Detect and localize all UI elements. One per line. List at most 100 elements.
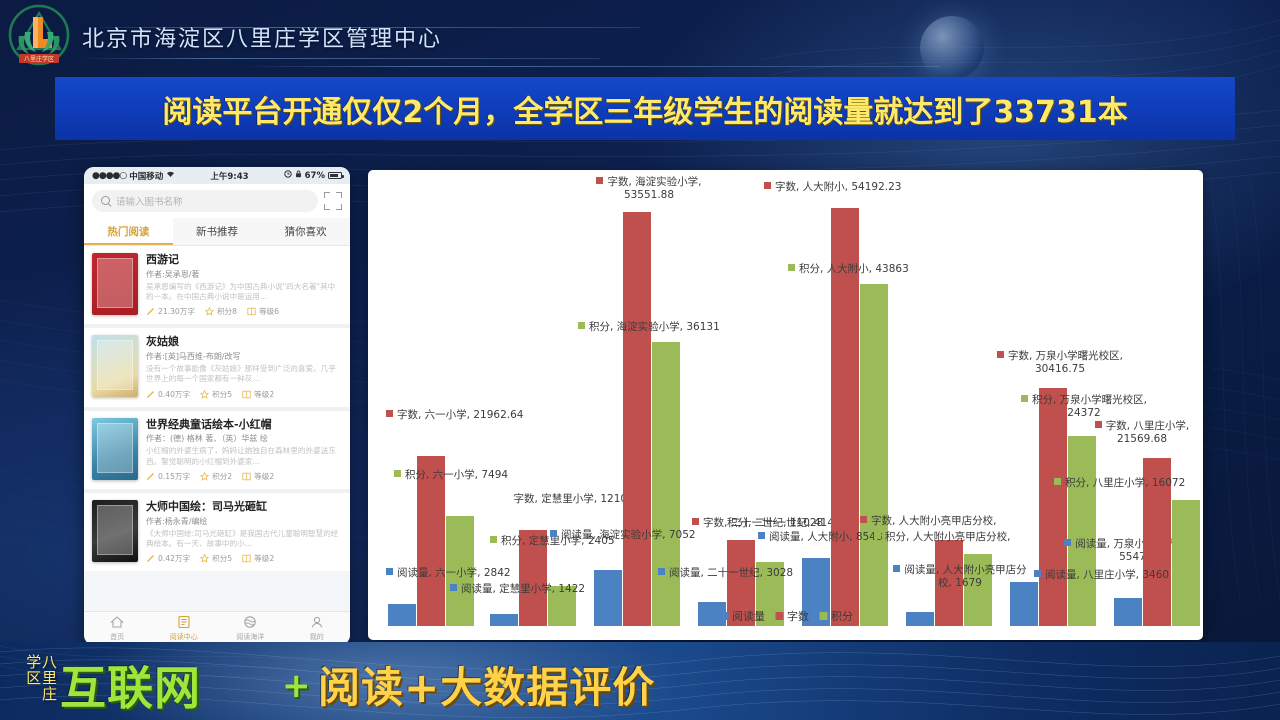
data-label-words-ershiyi-shiji: 字数, 二十一世纪, 11028 — [692, 517, 823, 530]
bar-reads[interactable] — [490, 614, 518, 626]
bar-points[interactable] — [860, 284, 888, 626]
list-item[interactable]: 世界经典童话绘本-小红帽 作者：(德) 格林 著、（英）华兹 绘 小红帽的外婆生… — [84, 410, 350, 489]
bar-words[interactable] — [1143, 458, 1171, 626]
banner-plus-label: + — [282, 666, 311, 706]
phone-tab-bar: 热门阅读 新书推荐 猜你喜欢 — [84, 218, 350, 246]
book-points: 积分5 — [199, 389, 232, 400]
chart-plot-area: 字数, 六一小学, 21962.64 积分, 六一小学, 7494 阅读量, 六… — [382, 176, 1201, 626]
data-label-reads-ershiyi-shiji: 阅读量, 二十一世纪, 3028 — [658, 567, 793, 580]
search-placeholder: 请输入图书名称 — [116, 197, 183, 208]
tab-label: 热门阅读 — [107, 226, 150, 238]
data-label-reads-renda-fuxiao: 阅读量, 人大附小, 8548 — [758, 531, 883, 544]
bar-points[interactable] — [1172, 500, 1200, 626]
pencil-icon — [146, 307, 155, 316]
list-item[interactable]: 灰姑娘 作者:[英]马西维-布朗/改写 没有一个故事能像《灰姑娘》那样受到广泛的… — [84, 328, 350, 407]
bar-reads[interactable] — [906, 612, 934, 626]
bar-words[interactable] — [519, 530, 547, 626]
phone-search-bar: 请输入图书名称 — [84, 184, 350, 218]
tab-label: 新书推荐 — [196, 226, 238, 238]
clock-label: 上午9:43 — [210, 171, 249, 182]
book-wordcount: 0.42万字 — [146, 553, 190, 564]
data-label-words-liuyi: 字数, 六一小学, 21962.64 — [386, 409, 523, 422]
book-icon — [247, 307, 256, 316]
scan-icon[interactable] — [324, 192, 342, 210]
nav-label: 我的 — [309, 633, 324, 641]
book-level: 等级6 — [247, 306, 279, 317]
bar-reads[interactable] — [1010, 582, 1038, 626]
book-author: 作者:[英]马西维-布朗/改写 — [146, 352, 241, 361]
data-label-words-balizhuang: 字数, 八里庄小学, 21569.68 — [1072, 420, 1203, 446]
data-label-points-balizhuang: 积分, 八里庄小学, 16072 — [1054, 477, 1185, 490]
legend-label: 字数 — [787, 610, 809, 623]
top-bar: 八里庄学区 北京市海淀区八里庄学区管理中心 — [0, 0, 1280, 72]
banner-background — [0, 642, 1280, 720]
book-icon — [177, 615, 191, 631]
wifi-icon — [166, 170, 175, 181]
ocean-icon — [243, 615, 257, 631]
phone-bottom-nav: 首页 阅读中心 阅读海洋 我的 — [84, 611, 350, 645]
bar-words[interactable] — [935, 540, 963, 626]
data-label-points-ershiyi-shiji: 积分, 二十一世纪, 4145 — [727, 516, 841, 529]
bar-points[interactable] — [548, 586, 576, 626]
bar-reads[interactable] — [388, 604, 416, 626]
data-label-points-wanquan-shuguang: 积分, 万泉小学曙光校区, 24372 — [1004, 394, 1164, 420]
legend-label: 阅读量 — [732, 610, 765, 623]
book-description: 没有一个故事能像《灰姑娘》那样受到广泛的喜爱。几乎世界上的每一个国家都有一种灰.… — [146, 364, 336, 384]
star-icon — [204, 306, 215, 316]
bar-words[interactable] — [623, 212, 651, 626]
bar-reads[interactable] — [594, 570, 622, 626]
legend-item-reads[interactable]: 阅读量 — [720, 608, 765, 624]
book-points: 积分8 — [204, 306, 237, 317]
pencil-icon — [146, 472, 155, 481]
bar-reads[interactable] — [1114, 598, 1142, 626]
legend-swatch-reads — [720, 612, 728, 620]
book-description: 《大师中国绘:司马光砸缸》是我国古代儿童聪明智慧的经典绘本。有一天、故事中的小.… — [146, 528, 339, 548]
data-label-reads-liuyi: 阅读量, 六一小学, 2842 — [386, 567, 511, 580]
tab-recommended[interactable]: 猜你喜欢 — [261, 218, 350, 245]
search-input[interactable]: 请输入图书名称 — [92, 190, 318, 212]
nav-label: 阅读中心 — [169, 633, 198, 641]
star-icon — [199, 389, 210, 399]
book-author: 作者：(德) 格林 著、（英）华兹 绘 — [146, 434, 268, 444]
bar-group-liangjiadian — [906, 180, 994, 626]
bar-points[interactable] — [964, 554, 992, 626]
book-level: 等级2 — [242, 553, 274, 564]
legend-item-points[interactable]: 积分 — [819, 608, 853, 624]
nav-item-reading-center[interactable]: 阅读中心 — [151, 612, 218, 645]
book-author: 作者:吴承恩/著 — [146, 269, 200, 279]
nav-item-home[interactable]: 首页 — [84, 612, 151, 645]
legend-swatch-words — [775, 612, 783, 620]
bar-group-haidian-shiyan — [594, 180, 682, 626]
bar-group-balizhuang — [1114, 180, 1202, 626]
tab-new-books[interactable]: 新书推荐 — [173, 218, 262, 245]
book-title: 灰姑娘 — [146, 335, 179, 349]
bar-words[interactable] — [727, 540, 755, 626]
bar-points[interactable] — [652, 342, 680, 626]
book-cover-image — [92, 335, 138, 398]
book-wordcount: 0.15万字 — [146, 471, 190, 482]
legend-swatch-points — [819, 612, 827, 620]
bar-words[interactable] — [1039, 388, 1067, 626]
signal-dots-icon: ●●●●○ — [92, 170, 127, 181]
list-item[interactable]: 大师中国绘：司马光砸缸 作者:杨永青/编绘 《大师中国绘:司马光砸缸》是我国古代… — [84, 492, 350, 571]
bar-points[interactable] — [446, 516, 474, 626]
star-icon — [199, 471, 210, 481]
book-description: 吴承恩编写的《西游记》为中国古典小说"四大名著"其中的一本。在中国古典小说中是运… — [146, 281, 336, 301]
list-item[interactable]: 西游记 作者:吴承恩/著 吴承恩编写的《西游记》为中国古典小说"四大名著"其中的… — [84, 246, 350, 325]
legend-item-words[interactable]: 字数 — [775, 608, 809, 624]
nav-item-profile[interactable]: 我的 — [284, 612, 351, 645]
book-title: 世界经典童话绘本-小红帽 — [146, 417, 272, 431]
data-label-points-haidian-shiyan: 积分, 海淀实验小学, 36131 — [578, 321, 720, 334]
nav-item-reading-ocean[interactable]: 阅读海洋 — [217, 612, 284, 645]
data-label-points-liuyi: 积分, 六一小学, 7494 — [394, 469, 508, 482]
bar-points[interactable] — [1068, 436, 1096, 626]
phone-status-bar: ●●●●○ 中国移动 上午9:43 67% — [84, 167, 350, 184]
bar-words[interactable] — [417, 456, 445, 626]
book-points: 积分5 — [199, 553, 232, 564]
star-icon — [199, 553, 210, 563]
book-cover-image — [92, 499, 138, 562]
tab-hot-reading[interactable]: 热门阅读 — [84, 218, 173, 245]
bar-words[interactable] — [831, 208, 859, 626]
book-list: 西游记 作者:吴承恩/著 吴承恩编写的《西游记》为中国古典小说"四大名著"其中的… — [84, 246, 350, 571]
book-cover-image — [92, 253, 138, 315]
